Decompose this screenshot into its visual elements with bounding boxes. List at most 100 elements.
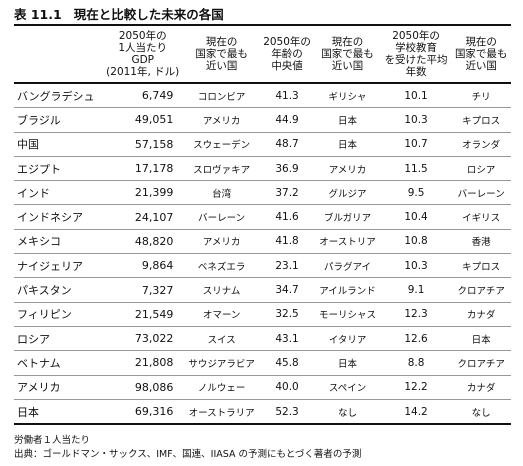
- table-row: ブラジル 49,051 アメリカ 44.9 日本 10.3 キプロス: [14, 107, 511, 133]
- cell: 17,178: [102, 156, 184, 182]
- cell: 12.3: [380, 302, 452, 327]
- header-line: 現在の: [465, 36, 497, 48]
- cell: 73,022: [102, 326, 184, 352]
- cell: 日本: [314, 350, 381, 376]
- cell: クロアチア: [451, 350, 511, 376]
- cell: インドネシア: [14, 204, 103, 230]
- cell: コロンビア: [183, 83, 260, 109]
- cell: 11.5: [380, 156, 452, 182]
- table-label: 表 11.1: [14, 7, 62, 22]
- cell: スペイン: [314, 375, 381, 400]
- header-line: 現在の: [205, 36, 238, 48]
- cell: イタリア: [314, 326, 381, 352]
- note: 労働者１人当たり: [14, 435, 91, 446]
- cell: 10.3: [380, 107, 452, 133]
- cell: 9.5: [380, 180, 452, 206]
- column-header: 2050年の 1人当たり GDP (2011年, ドル): [102, 25, 183, 83]
- header-line: 現在の: [331, 36, 364, 48]
- header-line: GDP: [131, 54, 154, 66]
- cell: アメリカ: [183, 107, 260, 133]
- header-line: 近い国: [331, 60, 364, 72]
- header-line: 2050年の: [392, 30, 440, 42]
- header-row: 2050年の 1人当たり GDP (2011年, ドル) 現在の 国家で最も 近い国 2050…: [14, 25, 511, 83]
- cell: 10.4: [380, 204, 452, 230]
- header-line: を受けた平均: [384, 54, 448, 66]
- header-line: 国家で最も: [321, 48, 374, 60]
- cell: 41.3: [259, 83, 315, 109]
- cell: イギリス: [451, 204, 511, 230]
- cell: モーリシャス: [314, 302, 381, 327]
- cell: オーストラリア: [183, 399, 260, 426]
- cell: スリナム: [183, 277, 260, 303]
- cell: 21,399: [102, 180, 184, 206]
- table-row: インドネシア 24,107 バーレーン 41.6 ブルガリア 10.4 イギリス: [14, 204, 511, 230]
- cell: 日本: [451, 326, 511, 352]
- cell: クロアチア: [451, 277, 511, 303]
- cell: スイス: [183, 326, 260, 352]
- cell: なし: [314, 399, 381, 426]
- cell: なし: [451, 399, 511, 426]
- cell: 12.6: [380, 326, 452, 352]
- cell: ノルウェー: [183, 375, 260, 400]
- cell: オーストリア: [314, 229, 381, 255]
- title-text: 現在と比較した未来の各国: [73, 7, 224, 22]
- cell: 69,316: [102, 399, 184, 426]
- cell: 41.6: [259, 204, 315, 230]
- cell: 40.0: [259, 375, 315, 400]
- table-body: バングラデシュ 6,749 コロンビア 41.3 ギリシャ 10.1 チリ ブラジル 49,05…: [14, 83, 511, 426]
- cell: キプロス: [451, 253, 511, 279]
- cell: 6,749: [102, 83, 184, 109]
- cell: 8.8: [380, 350, 452, 376]
- cell: 48,820: [102, 229, 184, 255]
- cell: 41.8: [259, 229, 315, 255]
- table-row: ベトナム 21,808 サウジアラビア 45.8 日本 8.8 クロアチア: [14, 350, 511, 376]
- cell: グルジア: [314, 180, 381, 206]
- cell: インド: [14, 180, 103, 206]
- cell: ベトナム: [14, 350, 103, 376]
- table-row: ロシア 73,022 スイス 43.1 イタリア 12.6 日本: [14, 326, 511, 352]
- cell: 32.5: [259, 302, 315, 327]
- cell: オランダ: [451, 132, 511, 157]
- notes: 労働者１人当たり出典：ゴールドマン・サックス、IMF、国連、IIASA の予測に…: [14, 434, 361, 462]
- table-row: エジプト 17,178 スロヴァキア 36.9 アメリカ 11.5 ロシア: [14, 156, 511, 182]
- cell: 21,549: [102, 302, 184, 327]
- cell: ロシア: [451, 156, 511, 182]
- header-line: 国家で最も: [195, 48, 248, 60]
- cell: 台湾: [183, 180, 260, 206]
- cell: アメリカ: [314, 156, 381, 182]
- corner-cell: [14, 25, 102, 83]
- cell: スウェーデン: [183, 132, 260, 157]
- cell: 43.1: [259, 326, 315, 352]
- table-row: アメリカ 98,086 ノルウェー 40.0 スペイン 12.2 カナダ: [14, 375, 511, 400]
- cell: 37.2: [259, 180, 315, 206]
- cell: 23.1: [259, 253, 315, 279]
- cell: 香港: [451, 229, 511, 255]
- cell: パラグアイ: [314, 253, 381, 279]
- cell: 9,864: [102, 253, 184, 279]
- data-table: 2050年の 1人当たり GDP (2011年, ドル) 現在の 国家で最も 近い国 2050…: [14, 24, 511, 426]
- header-line: 近い国: [465, 60, 497, 72]
- cell: メキシコ: [14, 229, 103, 255]
- cell: 中国: [14, 132, 103, 157]
- cell: 日本: [314, 107, 381, 133]
- cell: チリ: [451, 83, 511, 109]
- cell: カナダ: [451, 302, 511, 327]
- cell: 24,107: [102, 204, 184, 230]
- table-row: メキシコ 48,820 アメリカ 41.8 オーストリア 10.8 香港: [14, 229, 511, 255]
- cell: 10.3: [380, 253, 452, 279]
- column-header: 現在の 国家で最も 近い国: [451, 25, 511, 83]
- cell: 9.1: [380, 277, 452, 303]
- cell: アイルランド: [314, 277, 381, 303]
- table-row: フィリピン 21,549 オマーン 32.5 モーリシャス 12.3 カナダ: [14, 302, 511, 327]
- column-header: 2050年の 年齢の 中央値: [260, 25, 315, 83]
- cell: ベネズエラ: [183, 253, 260, 279]
- cell: 52.3: [259, 399, 315, 426]
- note: 出典：ゴールドマン・サックス、IMF、国連、IIASA の予測にもとづく著者の予…: [14, 449, 362, 460]
- cell: 10.8: [380, 229, 452, 255]
- cell: ブルガリア: [314, 204, 381, 230]
- cell: 21,808: [102, 350, 184, 376]
- cell: 14.2: [380, 399, 452, 426]
- cell: 7,327: [102, 277, 184, 303]
- cell: ブラジル: [14, 107, 103, 133]
- header-line: 年数: [405, 66, 427, 78]
